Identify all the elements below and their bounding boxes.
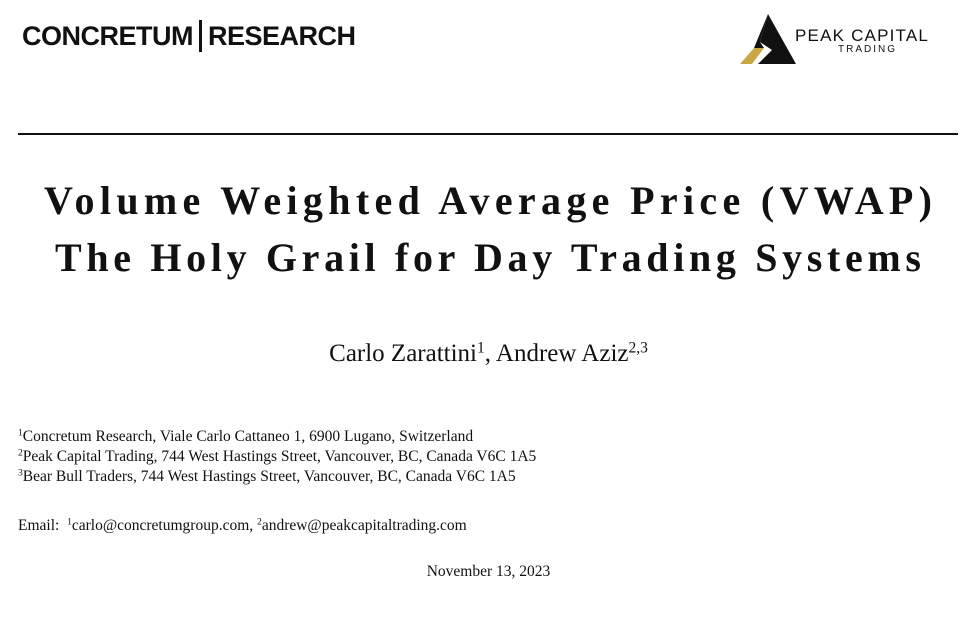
- affiliation-mark: 2: [18, 447, 23, 459]
- affiliation-text: Peak Capital Trading, 744 West Hastings …: [22, 448, 537, 465]
- header-rule: [18, 133, 958, 135]
- date: November 13, 2023: [426, 563, 551, 580]
- peak-name: PEAK CAPITAL: [795, 26, 930, 45]
- author-name: Andrew Aziz: [495, 340, 629, 367]
- separator: ,: [249, 517, 254, 534]
- title: Volume Weighted Average Price (VWAP) The…: [44, 178, 932, 280]
- separator: ,: [484, 340, 492, 367]
- concretum-logo: CONCRETUM RESEARCH: [22, 20, 356, 52]
- affiliation: 1Concretum Research, Viale Carlo Cattane…: [18, 428, 473, 446]
- logo-text: RESEARCH: [208, 20, 356, 51]
- title-line: The Holy Grail for Day Trading Systems: [55, 235, 921, 280]
- affiliation: 2Peak Capital Trading, 744 West Hastings…: [18, 448, 536, 466]
- author-mark: 1: [477, 339, 485, 357]
- authors: Carlo Zarattini1, Andrew Aziz2,3: [0, 340, 977, 368]
- email-line: Email: 1carlo@concretumgroup.com, 2andre…: [18, 517, 467, 535]
- peak-icon: [740, 14, 796, 64]
- author-name: Carlo Zarattini: [329, 340, 478, 367]
- affiliation-text: Concretum Research, Viale Carlo Cattaneo…: [22, 428, 474, 445]
- logo-text: CONCRETUM: [22, 20, 194, 51]
- email-mark: 1: [67, 516, 72, 528]
- email-label: Email:: [18, 517, 60, 534]
- logo-bar: [199, 20, 202, 52]
- email-address: carlo@concretumgroup.com: [71, 517, 250, 534]
- author-mark: 2,3: [628, 339, 648, 357]
- email-address: andrew@peakcapitaltrading.com: [261, 517, 467, 534]
- affiliation-mark: 1: [18, 427, 23, 439]
- title-line: Volume Weighted Average Price (VWAP): [44, 178, 932, 223]
- email-mark: 2: [257, 516, 262, 528]
- peak-tagline: TRADING: [838, 44, 897, 55]
- affiliation-text: Bear Bull Traders, 744 West Hastings Str…: [22, 468, 516, 485]
- affiliation: 3Bear Bull Traders, 744 West Hastings St…: [18, 468, 516, 486]
- affiliation-mark: 3: [18, 467, 23, 479]
